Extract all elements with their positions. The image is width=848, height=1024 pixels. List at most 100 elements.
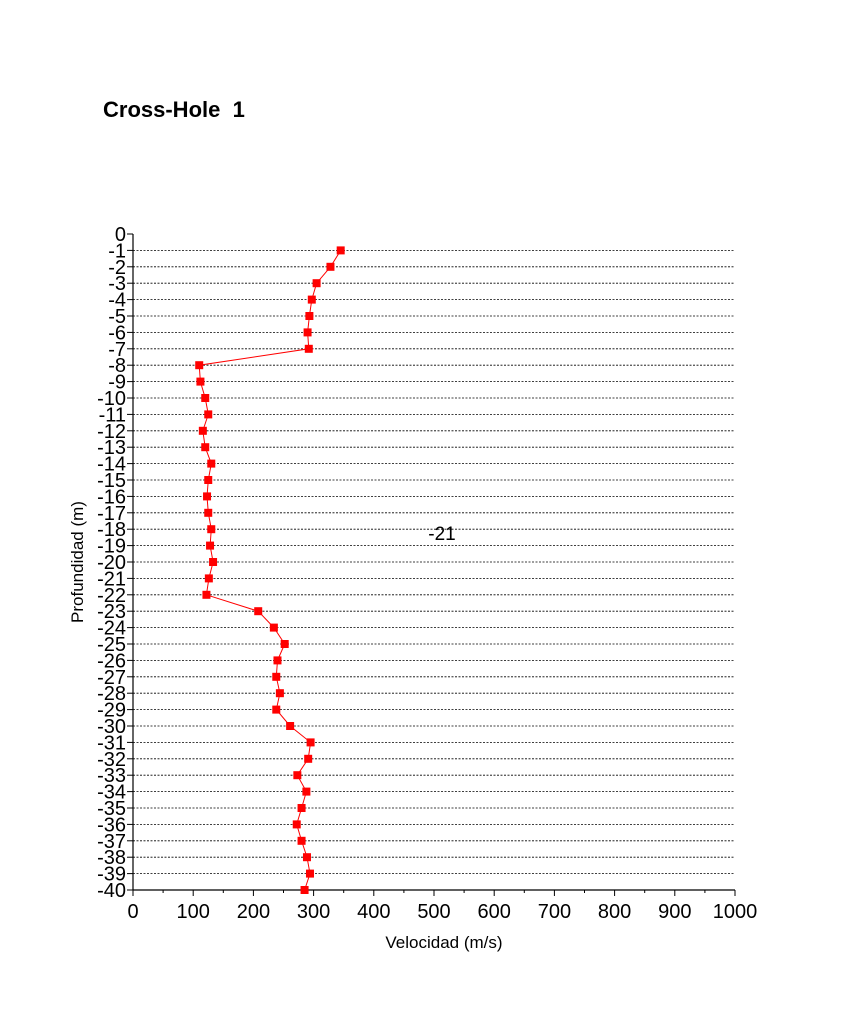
y-tick-label: -12 <box>97 421 126 443</box>
y-tick-label: -4 <box>108 290 126 312</box>
data-point <box>207 459 216 468</box>
y-tick-label: -6 <box>108 322 126 344</box>
y-tick-label: -30 <box>97 716 126 738</box>
y-tick-label: -19 <box>97 536 126 558</box>
y-tick-label: -35 <box>97 798 126 820</box>
data-point <box>206 541 215 550</box>
x-tick-label: 800 <box>598 901 631 923</box>
y-tick-label: -17 <box>97 503 126 525</box>
data-point <box>204 410 213 419</box>
y-tick-label: -25 <box>97 634 126 656</box>
data-point <box>254 607 263 616</box>
y-tick-label: -24 <box>97 618 126 640</box>
data-point <box>280 640 289 648</box>
data-point <box>297 804 306 812</box>
x-tick-labels: 0 100 200 300 400 500 600 700 800 900 1000 <box>127 901 757 923</box>
x-axis-label: Velocidad (m/s) <box>385 933 502 952</box>
axes <box>127 233 736 896</box>
data-point <box>272 672 281 681</box>
data-point <box>209 558 218 566</box>
y-tick-label: -1 <box>108 240 126 262</box>
data-point <box>300 886 309 894</box>
y-tick-label: -39 <box>97 864 126 886</box>
data-point <box>312 279 321 288</box>
y-tick-label: -34 <box>97 782 126 804</box>
data-point <box>306 738 315 747</box>
page-title: Cross-Hole 1 <box>103 97 245 122</box>
data-point <box>204 508 213 517</box>
data-point <box>303 328 312 337</box>
data-point <box>204 574 213 583</box>
y-tick-label: -9 <box>108 372 126 394</box>
y-tick-label: -2 <box>108 257 126 279</box>
y-tick-label: -36 <box>97 814 126 836</box>
x-tick-label: 200 <box>237 901 270 923</box>
data-point <box>326 262 335 271</box>
series-line <box>198 250 342 891</box>
y-tick-label: -26 <box>97 650 126 672</box>
data-point <box>302 787 311 796</box>
x-tick-label: 900 <box>658 901 691 923</box>
y-tick-label: -33 <box>97 765 126 787</box>
data-point <box>272 705 281 714</box>
data-point <box>275 689 284 698</box>
x-tick-label: 500 <box>417 901 450 923</box>
y-tick-label: -40 <box>97 880 126 902</box>
y-tick-label: 0 <box>115 224 126 246</box>
y-tick-label: -20 <box>97 552 126 574</box>
y-tick-label: -15 <box>97 470 126 492</box>
data-point <box>204 476 213 484</box>
data-point <box>305 312 314 320</box>
grid-lines <box>133 249 735 891</box>
y-tick-label: -21 <box>97 568 126 590</box>
x-tick-label: 400 <box>357 901 390 923</box>
x-tick-label: 300 <box>297 901 330 923</box>
x-tick-label: 0 <box>127 901 138 923</box>
y-tick-label: -7 <box>108 339 126 361</box>
data-point <box>293 771 302 780</box>
data-point <box>198 426 207 435</box>
y-tick-label: -18 <box>97 519 126 541</box>
y-tick-label: -16 <box>97 486 126 508</box>
y-tick-label: -3 <box>108 273 126 295</box>
y-tick-label: -8 <box>108 355 126 377</box>
y-tick-label: -22 <box>97 585 126 607</box>
data-point <box>202 590 211 599</box>
data-point <box>273 656 282 665</box>
y-tick-labels: 0-1-2-3-4-5-6-7-8-9-10-11-12-13-14-15-16… <box>97 224 126 902</box>
data-point <box>292 820 301 829</box>
data-point <box>336 246 345 255</box>
data-point <box>304 754 313 763</box>
data-point <box>305 869 314 878</box>
chart-annotation: -21 <box>428 524 455 545</box>
data-point <box>201 394 210 402</box>
y-tick-label: -29 <box>97 700 126 722</box>
x-tick-label: 1000 <box>713 901 758 923</box>
x-tick-label: 700 <box>538 901 571 923</box>
y-tick-label: -13 <box>97 437 126 459</box>
data-point <box>195 361 204 370</box>
data-point <box>201 443 210 452</box>
data-point <box>304 344 313 353</box>
y-tick-label: -11 <box>99 404 126 426</box>
y-tick-label: -10 <box>97 388 126 410</box>
data-point <box>307 295 316 304</box>
y-axis-label: Profundidad (m) <box>68 501 87 623</box>
y-tick-label: -27 <box>97 667 126 689</box>
y-tick-label: -38 <box>97 847 126 869</box>
x-tick-label: 600 <box>478 901 511 923</box>
y-tick-label: -37 <box>97 831 126 853</box>
data-point <box>297 836 306 845</box>
data-point <box>203 492 212 501</box>
data-point <box>286 722 295 730</box>
data-point <box>269 623 278 632</box>
y-tick-label: -5 <box>108 306 126 328</box>
y-tick-label: -32 <box>97 749 126 771</box>
data-point <box>196 377 205 386</box>
y-tick-label: -31 <box>97 732 126 754</box>
data-point <box>207 525 216 534</box>
x-tick-label: 100 <box>177 901 210 923</box>
y-tick-label: -23 <box>97 601 126 623</box>
y-tick-label: -14 <box>97 454 126 476</box>
